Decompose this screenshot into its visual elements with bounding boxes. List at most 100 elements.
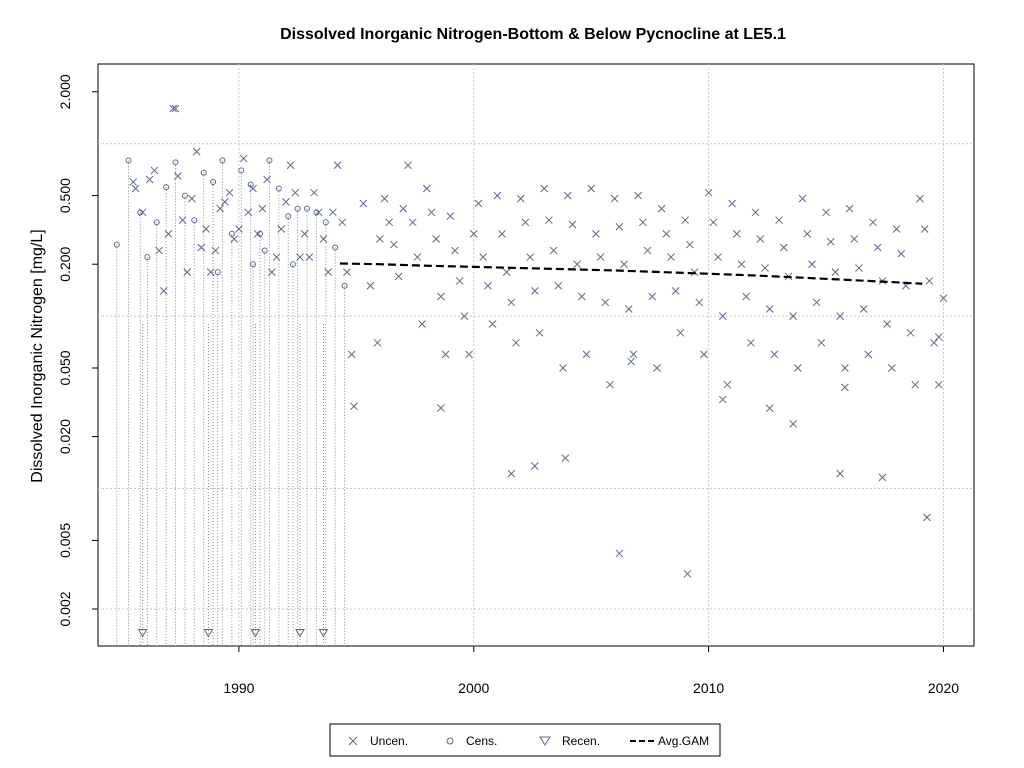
uncensored-point <box>920 225 929 233</box>
censored-point <box>250 261 257 268</box>
uncensored-mark-b <box>225 188 234 197</box>
uncensored-point <box>432 235 441 243</box>
censored-point <box>238 167 245 174</box>
uncensored-mark-b <box>178 216 187 225</box>
uncensored-mark-b <box>671 287 680 295</box>
uncensored-point <box>627 357 635 366</box>
recensored-point <box>250 629 261 638</box>
uncensored-mark-b <box>235 225 243 233</box>
censored-point <box>163 184 170 191</box>
grid <box>98 64 974 646</box>
uncensored-mark-b <box>263 175 271 184</box>
uncensored-mark-b <box>437 292 445 301</box>
uncensored-point <box>606 380 614 389</box>
uncensored-mark-b <box>359 199 368 208</box>
uncensored-mark-b <box>272 253 281 261</box>
uncensored-mark-b <box>399 204 408 213</box>
censored-point <box>210 178 217 185</box>
uncensored-mark-b <box>627 357 635 366</box>
uncensored-point <box>535 328 544 337</box>
uncensored-point <box>676 328 685 337</box>
censored-point <box>125 157 132 164</box>
uncensored-mark-b <box>183 268 192 276</box>
uncensored-mark-b <box>695 298 704 307</box>
uncensored-mark-b <box>202 225 210 233</box>
uncensored-point <box>441 350 450 359</box>
uncensored-mark-b <box>554 281 563 290</box>
uncensored-point <box>498 229 506 238</box>
uncensored-point <box>455 277 464 285</box>
chart-title: Dissolved Inorganic Nitrogen-Bottom & Be… <box>280 26 786 43</box>
uncensored-point <box>131 184 140 193</box>
uncensored-point <box>350 402 358 411</box>
x-tick-label: 2020 <box>928 680 959 696</box>
uncensored-mark-b <box>840 383 849 392</box>
uncensored-point <box>169 104 178 113</box>
uncensored-point <box>359 199 368 208</box>
uncensored-point <box>892 225 901 233</box>
uncensored-mark-b <box>747 338 755 347</box>
censored-point <box>153 219 160 226</box>
uncensored-point <box>873 243 882 252</box>
uncensored-mark-b <box>653 364 661 372</box>
uncensored-mark-b <box>469 229 478 238</box>
uncensored-point <box>225 188 234 197</box>
uncensored-point <box>826 237 835 246</box>
uncensored-mark-b <box>840 364 849 372</box>
censored-point <box>219 157 226 164</box>
uncensored-point <box>634 191 643 200</box>
uncensored-mark-b <box>812 298 821 307</box>
gam-line <box>339 262 923 285</box>
uncensored-mark-b <box>373 338 382 347</box>
uncensored-point <box>765 404 774 413</box>
uncensored-point <box>484 281 492 290</box>
uncensored-point <box>188 194 196 203</box>
uncensored-point <box>300 229 309 238</box>
uncensored-point <box>596 253 605 261</box>
uncensored-point <box>794 364 802 372</box>
uncensored-mark-b <box>437 404 445 412</box>
uncensored-mark-b <box>798 194 807 203</box>
uncensored-point <box>366 281 375 290</box>
uncensored-mark-b <box>408 218 417 227</box>
uncensored-point <box>840 364 849 372</box>
uncensored-point <box>197 243 206 252</box>
x-tick-label: 2010 <box>693 680 724 696</box>
uncensored-mark-b <box>765 305 774 313</box>
uncensored-point <box>934 333 943 341</box>
censored-point <box>266 157 273 164</box>
uncensored-mark-b <box>129 178 138 186</box>
uncensored-mark-b <box>934 333 943 341</box>
uncensored-point <box>709 218 718 227</box>
uncensored-point <box>561 454 570 462</box>
uncensored-mark-b <box>934 380 943 389</box>
uncensored-mark-b <box>300 229 309 238</box>
uncensored-mark-b <box>592 229 600 238</box>
uncensored-mark-b <box>131 184 140 193</box>
uncensored-mark-b <box>920 225 929 233</box>
uncensored-mark-b <box>296 253 304 261</box>
censored-point <box>313 209 320 216</box>
uncensored-point <box>206 268 215 276</box>
uncensored-mark-b <box>545 216 553 225</box>
uncensored-mark-b <box>568 220 577 229</box>
uncensored-mark-b <box>305 253 314 261</box>
uncensored-point <box>695 298 704 307</box>
uncensored-point <box>413 253 422 261</box>
uncensored-mark-b <box>639 218 647 227</box>
censored-point <box>261 247 268 254</box>
uncensored-point <box>671 287 680 295</box>
uncensored-mark-b <box>923 513 931 522</box>
uncensored-point <box>324 268 333 276</box>
uncensored-point <box>732 229 741 238</box>
uncensored-point <box>765 305 774 313</box>
uncensored-mark-b <box>817 338 826 347</box>
uncensored-point <box>277 225 286 233</box>
uncensored-mark-b <box>350 402 358 411</box>
uncensored-point <box>507 298 516 307</box>
uncensored-mark-b <box>394 272 403 281</box>
uncensored-mark-b <box>704 188 713 197</box>
uncensored-point <box>925 277 934 285</box>
uncensored-point <box>704 188 713 197</box>
y-axis: 0.002 0.005 0.020 0.050 0.200 0.500 2.000 <box>57 74 98 627</box>
